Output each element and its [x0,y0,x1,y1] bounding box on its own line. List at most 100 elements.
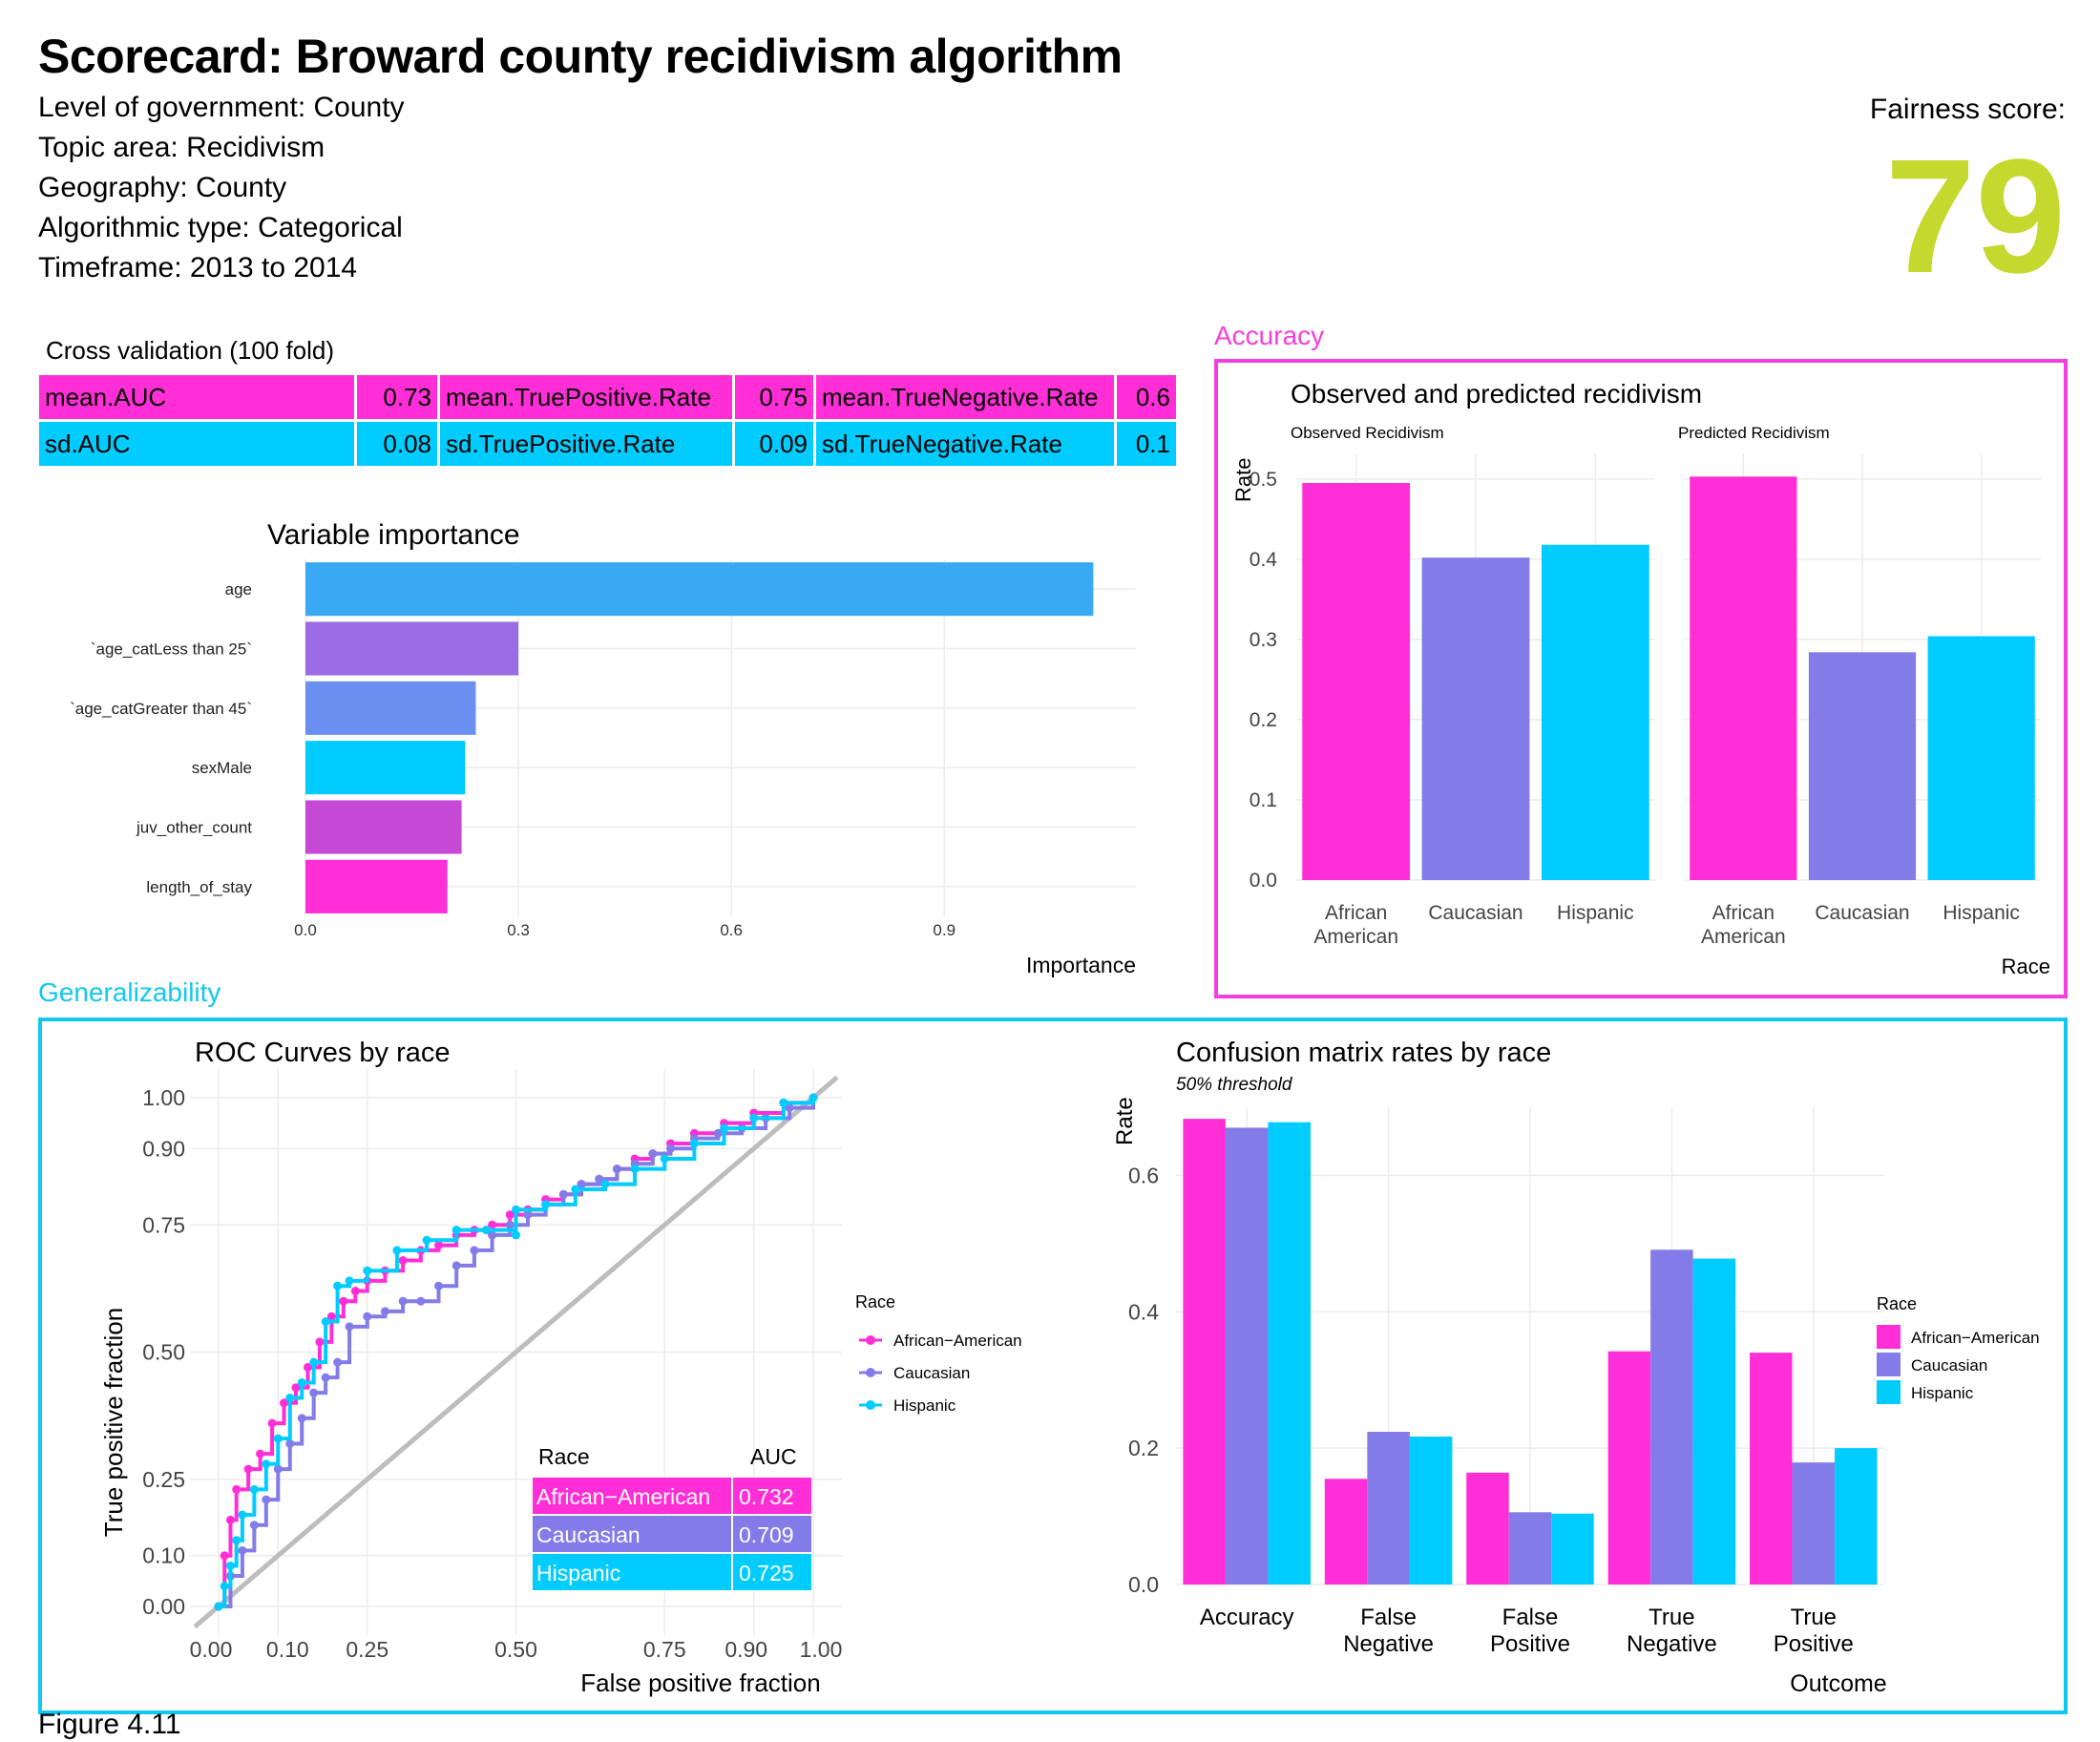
x-tick-label: 0.9 [933,921,956,939]
legend-swatch [1877,1325,1900,1349]
legend-entry: African−American [893,1332,1022,1350]
roc-point [808,1093,818,1102]
roc-point [505,1210,514,1220]
cv-cell: 0.75 [735,375,813,419]
auc-table-auc: 0.709 [739,1522,794,1547]
cv-cell: mean.TrueNegative.Rate [816,375,1114,419]
y-axis-label: Rate [1112,1097,1138,1145]
meta-level: Level of government: County [38,92,405,123]
chart-title: Observed and predicted recidivism [1291,379,1702,409]
rate-bar [1650,1249,1693,1585]
roc-point [363,1266,372,1275]
y-tick-label: 0.0 [1250,870,1277,892]
roc-point [630,1165,640,1174]
observed-predicted-chart: Observed and predicted recidivism Rate 0.0… [1231,379,2050,978]
roc-point [392,1246,402,1255]
y-tick-label: 0.0 [1128,1572,1159,1597]
roc-point [488,1220,497,1229]
y-tick-label: 0.90 [142,1136,185,1161]
legend-title: Race [1877,1294,1917,1313]
roc-point [333,1357,343,1367]
x-tick-label: American [1701,926,1786,948]
roc-point [280,1398,289,1408]
legend-entry: Hispanic [1911,1384,1974,1402]
y-tick-label: 0.4 [1250,549,1278,571]
cv-cell: sd.AUC [39,422,354,466]
x-axis-label: Race [2002,955,2050,978]
roc-point [273,1434,283,1443]
auc-table-auc: 0.732 [739,1484,794,1509]
y-tick-label: 0.5 [1250,469,1277,491]
x-tick-label: 0.75 [643,1637,686,1662]
x-tick-label: 0.3 [507,921,530,939]
x-tick-label: 1.00 [800,1637,843,1662]
recidivism-bar [1302,483,1411,880]
y-tick-label: 0.6 [1128,1163,1159,1187]
y-tick-label: 0.2 [1250,709,1277,731]
rate-bar [1268,1122,1311,1585]
legend-entry: Hispanic [893,1396,956,1415]
y-axis-label: Rate [1231,458,1255,502]
roc-point [220,1582,229,1591]
y-tick-label: 0.00 [142,1594,185,1619]
cv-cell: 0.6 [1117,375,1176,419]
x-tick-label: True [1648,1605,1694,1630]
roc-point [309,1388,319,1397]
cv-cell: 0.73 [357,375,437,419]
chart-title: ROC Curves by race [195,1038,451,1068]
rate-bar [1367,1432,1410,1585]
recidivism-bar [1541,544,1649,880]
cv-row-mean: mean.AUC 0.73 mean.TruePositive.Rate 0.7… [39,375,1176,419]
roc-chart: ROC Curves by race 0.00 0.10 0.25 0.50 0.75 0.… [99,1038,1022,1697]
legend-swatch [866,1335,875,1345]
x-tick-label: African [1712,902,1774,924]
auc-table-cell [733,1554,811,1590]
roc-point [505,1220,514,1229]
auc-table-cell [533,1554,731,1590]
legend-swatch [1877,1380,1900,1404]
cross-validation-table-wrap: mean.AUC 0.73 mean.TruePositive.Rate 0.7… [36,372,1179,469]
auc-table-cell [733,1516,811,1552]
cv-cell: 0.09 [735,422,813,466]
roc-point [238,1510,247,1520]
roc-point [249,1521,259,1530]
roc-point [345,1322,354,1332]
fairness-score-value: 79 [1884,126,2066,307]
diagonal-reference-line [193,1075,839,1629]
roc-point [350,1287,360,1296]
x-tick-label: Positive [1774,1631,1854,1657]
rate-bar [1183,1119,1226,1585]
roc-point [595,1174,604,1184]
roc-point [577,1180,586,1189]
roc-line [219,1098,815,1608]
recidivism-bar [1927,636,2035,880]
meta-geography: Geography: County [38,172,287,203]
y-tick-label: juv_other_count [136,819,252,837]
rate-bar [1607,1351,1651,1585]
roc-point [262,1495,271,1504]
roc-point [422,1235,431,1245]
cv-cell: mean.TruePositive.Rate [440,375,732,419]
x-tick-label: Accuracy [1200,1605,1294,1630]
importance-bar [305,741,466,795]
legend-entry: African−American [1911,1329,2040,1347]
x-tick-label: 0.00 [190,1637,233,1662]
roc-point [220,1551,229,1561]
x-tick-label: American [1313,926,1398,948]
roc-point [214,1602,223,1611]
x-tick-label: Positive [1490,1631,1570,1657]
roc-point [225,1515,235,1524]
roc-point [571,1185,580,1194]
rate-bar [1835,1448,1878,1585]
recidivism-bar [1421,557,1530,880]
cv-cell: mean.AUC [39,375,354,419]
x-tick-label: Caucasian [1428,902,1522,924]
rate-bar [1466,1472,1509,1585]
auc-table-header: AUC [750,1444,797,1469]
accuracy-panel: Observed and predicted recidivism Rate 0.0… [1214,359,2068,998]
x-tick-label: Caucasian [1815,902,1909,924]
roc-point [488,1230,497,1240]
roc-point [720,1123,729,1133]
roc-point [713,1128,723,1138]
generalizability-section-label: Generalizability [38,977,221,1007]
